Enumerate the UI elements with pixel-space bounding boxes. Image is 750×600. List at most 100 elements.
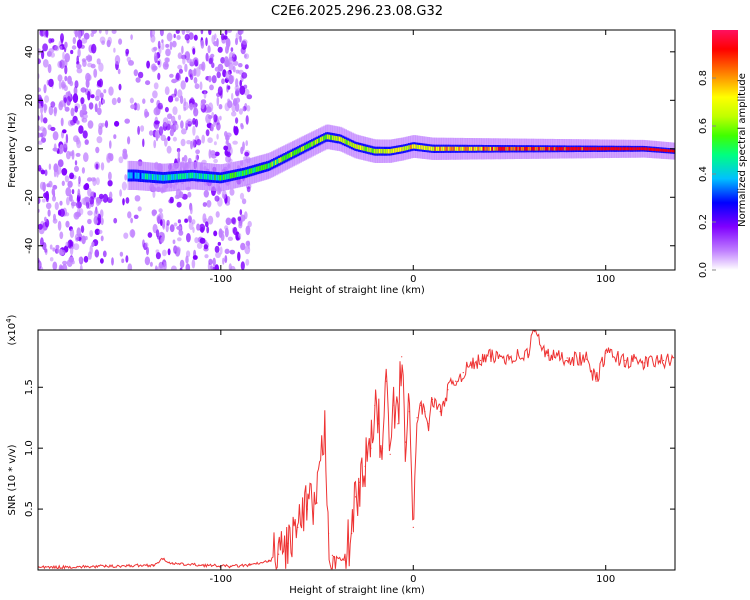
noise-speckle [76,39,83,49]
noise-speckle [180,80,186,90]
spectrogram-y-axis-label: Frequency (Hz) [7,112,18,188]
snr-data-point [412,526,414,529]
noise-speckle [172,106,178,115]
ridge-core [181,173,184,180]
ridge-core [560,147,564,151]
noise-speckle [62,263,68,270]
ridge-core [661,148,664,152]
ridge-core [364,146,368,152]
noise-speckle [80,225,85,234]
noise-speckle [191,259,196,269]
noise-speckle [114,120,120,127]
noise-speckle [233,126,239,136]
ridge-core [188,172,191,179]
noise-speckle [73,86,78,96]
noise-speckle [193,34,198,41]
ridge-core [671,149,674,153]
noise-speckle [161,42,165,51]
noise-speckle [169,73,174,78]
ridge-core [500,146,503,151]
ridge-core [669,149,673,153]
noise-speckle [146,246,149,256]
ridge-core [416,144,420,150]
ridge-core [136,172,139,179]
ridge-core [132,172,136,179]
ridge-core [449,146,453,151]
ridge-core [216,174,219,181]
noise-speckle [58,264,63,270]
noise-speckle [194,59,198,67]
noise-speckle [69,172,75,180]
noise-speckle [166,145,172,154]
ridge-core [219,175,222,181]
x-tick-label: 0 [410,274,416,285]
noise-speckle [180,138,186,147]
ridge-core [274,159,278,165]
noise-speckle [109,153,114,162]
noise-speckle [89,196,95,205]
noise-speckle [227,85,231,90]
ridge-core [377,148,380,154]
noise-speckle [59,231,64,240]
noise-speckle [224,102,230,112]
noise-speckle [121,181,127,191]
noise-speckle [171,40,177,48]
ridge-core [356,144,359,150]
noise-speckle [38,132,41,138]
ridge-core [138,172,141,179]
colorbar-tick-label: 0.6 [698,118,709,134]
ridge-core [519,146,522,151]
colorbar: 0.0 0.2 0.4 0.6 0.8 Normalized spectral ampl… [698,30,748,278]
ridge-core [548,147,551,151]
noise-speckle [153,139,157,149]
noise-speckle [79,264,83,270]
noise-speckle [69,228,75,238]
ridge-core [385,149,389,154]
noise-speckle [65,91,71,97]
snr-data-point [566,357,568,359]
noise-speckle [84,196,90,203]
noise-speckle [217,241,221,246]
noise-speckle [96,136,103,144]
noise-speckle [76,120,80,125]
noise-speckle [151,63,157,73]
noise-speckle [114,55,121,65]
noise-speckle [162,223,165,230]
noise-speckle [159,30,164,37]
noise-speckle [213,230,218,237]
noise-speckle [162,117,169,127]
ridge-core [605,147,609,151]
figure-title: C2E6.2025.296.23.08.G32 [271,4,443,19]
noise-speckle [213,114,218,123]
noise-speckle [51,187,55,196]
noise-speckle [107,180,113,187]
colorbar-tick-label: 0.0 [698,262,709,278]
noise-speckle [155,229,160,238]
noise-speckle [87,218,92,225]
noise-speckle [187,215,192,223]
noise-speckle [172,239,176,245]
noise-speckle [200,100,205,110]
snr-y-exponent: (x104) [5,314,18,345]
noise-speckle [95,89,102,98]
noise-speckle [63,85,68,92]
noise-speckle [219,246,223,255]
ridge-core [300,146,304,152]
noise-speckle [176,35,181,40]
snr-ticks: -100 0 100 0.5 1.0 1.5 [24,330,675,585]
ridge-core [157,174,160,181]
noise-speckle [181,45,184,54]
noise-speckle [57,209,62,216]
ridge-core [465,146,468,151]
ridge-core [146,173,150,180]
noise-speckle [87,74,92,81]
ridge-core [442,146,446,151]
ridge-core [427,146,430,151]
noise-speckle [94,228,101,235]
noise-speckle [118,156,124,164]
ridge-core [607,147,610,151]
noise-speckle [154,125,159,130]
noise-speckle [60,117,64,127]
noise-speckle [154,265,158,270]
noise-speckle [93,209,99,219]
